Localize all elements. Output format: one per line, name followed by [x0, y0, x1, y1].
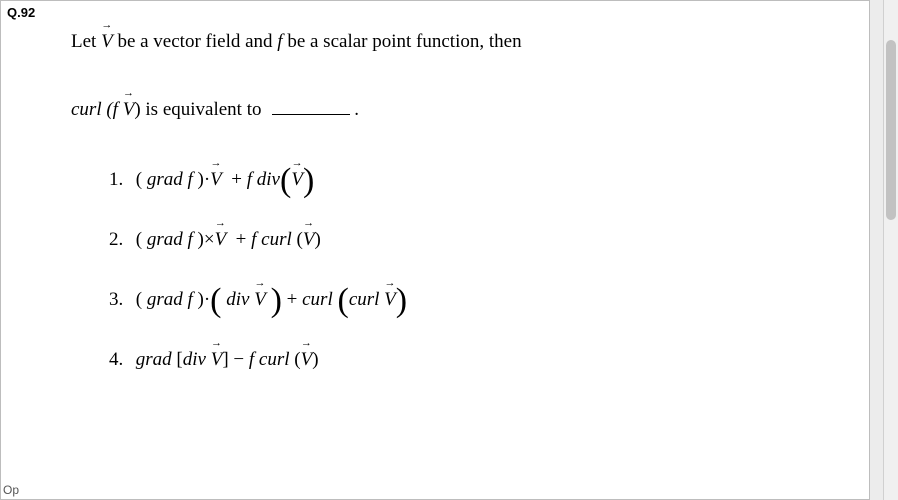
word-div: div	[226, 289, 249, 310]
vector-v: V	[123, 97, 135, 121]
fill-blank	[272, 97, 350, 115]
vector-v: V	[254, 287, 266, 311]
scalar-f: f	[249, 349, 254, 370]
vector-v: V	[291, 167, 303, 191]
word-grad: grad	[147, 289, 183, 310]
line2-mid: ) is equivalent to	[134, 99, 266, 120]
scalar-f: f	[247, 169, 252, 190]
scalar-f: f	[187, 229, 192, 250]
stem-mid: be a vector field and	[113, 31, 278, 52]
word-div: div	[183, 349, 206, 370]
word-curl: curl	[261, 229, 292, 250]
option-number: 3.	[109, 289, 131, 311]
word-grad: grad	[136, 349, 172, 370]
line2-curl: curl (f	[71, 99, 123, 120]
vector-v: V	[215, 227, 227, 251]
vector-v: V	[211, 347, 223, 371]
word-curl: curl	[349, 289, 380, 310]
vector-v: V	[384, 287, 396, 311]
word-div: div	[257, 169, 280, 190]
option-number: 2.	[109, 229, 131, 251]
option-3: 3. ( grad f )·( div V ) + curl (curl V)	[109, 287, 407, 311]
question-page: Q.92 Let V be a vector field and f be a …	[0, 0, 870, 500]
option-number: 1.	[109, 169, 131, 191]
question-line2: curl (f V) is equivalent to .	[71, 97, 359, 121]
line2-end: .	[354, 99, 359, 120]
word-grad: grad	[147, 229, 183, 250]
scalar-f: f	[187, 289, 192, 310]
scrollbar-track[interactable]	[883, 0, 898, 500]
footer-label: Op	[3, 483, 19, 497]
vector-v: V	[301, 347, 313, 371]
options-block: 1. ( grad f )·V + f div(V) 2. ( grad f )…	[109, 167, 407, 407]
word-curl: curl	[302, 289, 333, 310]
option-number: 4.	[109, 349, 131, 371]
word-grad: grad	[147, 169, 183, 190]
word-curl: curl	[259, 349, 290, 370]
vector-v: V	[303, 227, 315, 251]
stem-suffix: be a scalar point function, then	[283, 31, 522, 52]
vector-v: V	[210, 167, 222, 191]
option-1: 1. ( grad f )·V + f div(V)	[109, 167, 407, 191]
option-4: 4. grad [div V] − f curl (V)	[109, 347, 407, 371]
scrollbar-thumb[interactable]	[886, 40, 896, 220]
stem-prefix: Let	[71, 31, 101, 52]
option-2: 2. ( grad f )×V + f curl (V)	[109, 227, 407, 251]
question-number: Q.92	[7, 5, 35, 20]
scalar-f: f	[251, 229, 256, 250]
vector-v: V	[101, 29, 113, 53]
question-stem: Let V be a vector field and f be a scala…	[71, 29, 522, 53]
scalar-f: f	[187, 169, 192, 190]
